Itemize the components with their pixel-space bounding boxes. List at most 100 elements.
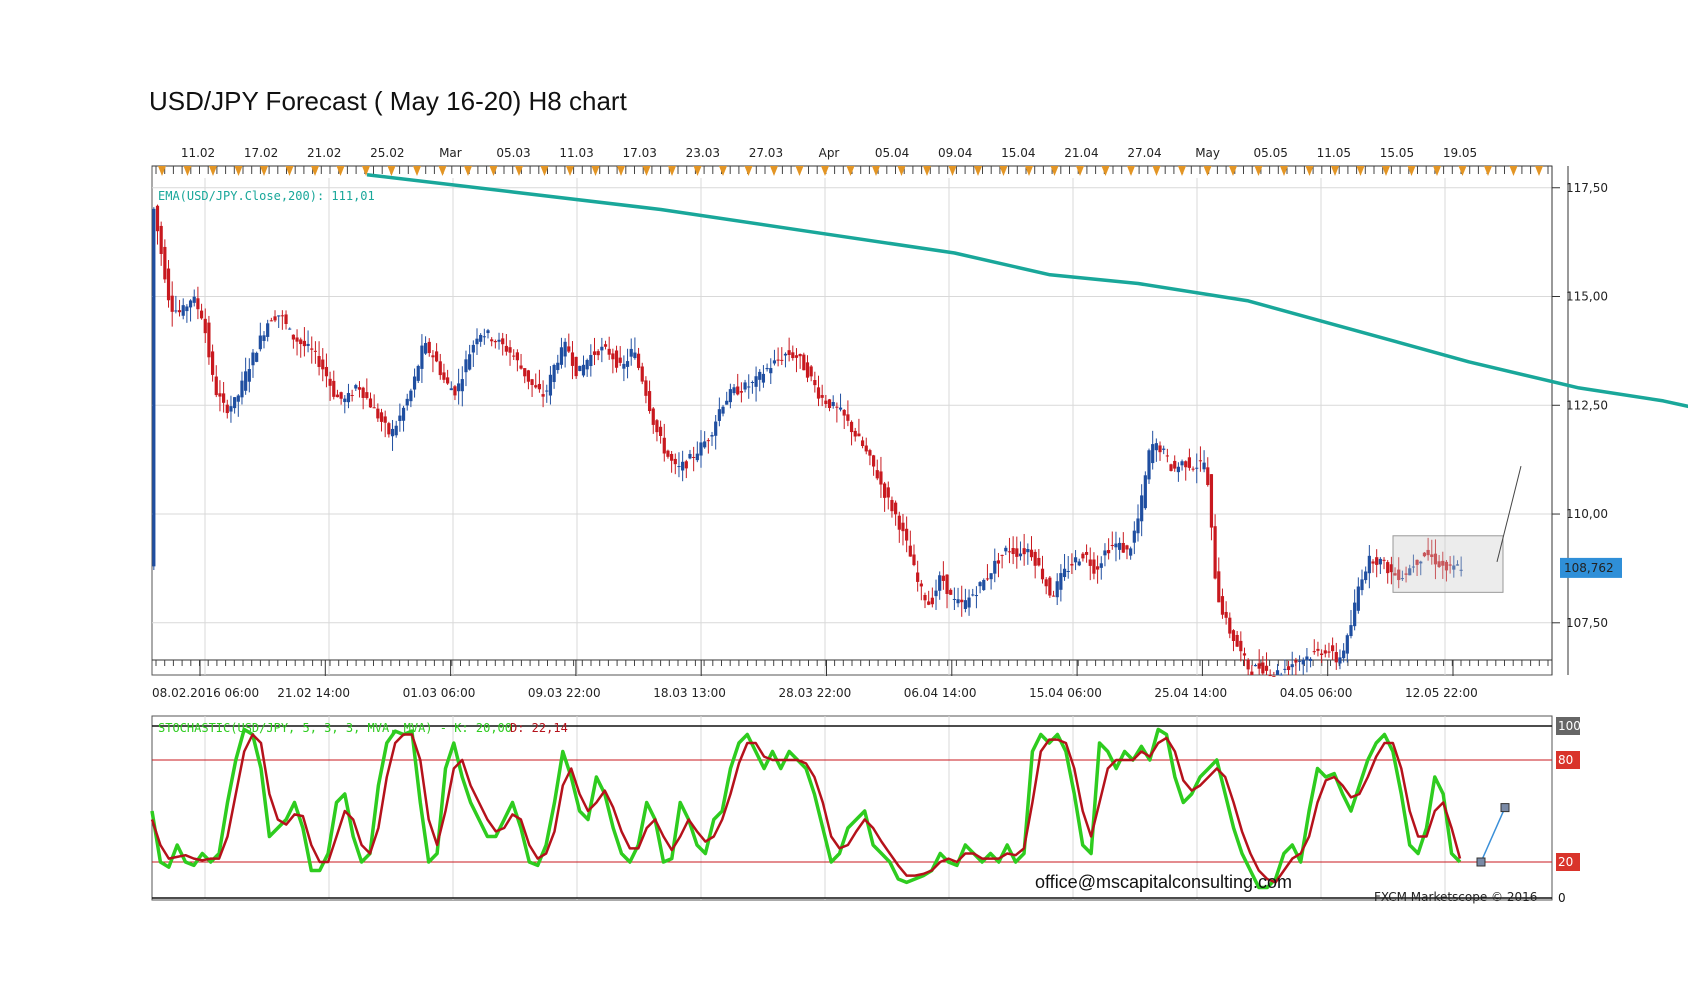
bear-candle <box>526 370 531 382</box>
top-axis-marker <box>489 166 498 176</box>
bull-candle <box>747 386 751 388</box>
bear-candle <box>894 502 898 515</box>
top-axis-marker <box>1152 166 1161 176</box>
bull-candle <box>1378 558 1382 565</box>
bear-candle <box>905 528 909 541</box>
bear-candle <box>1169 464 1173 471</box>
top-axis-marker <box>1458 166 1467 176</box>
top-axis-marker <box>1356 166 1365 176</box>
bull-candle <box>1151 444 1155 464</box>
bull-candle <box>409 390 413 402</box>
bull-candle <box>288 328 292 330</box>
bull-candle <box>978 582 982 587</box>
top-axis-label: 09.04 <box>938 146 972 160</box>
bull-candle <box>457 383 461 392</box>
bottom-axis-label: 12.05 22:00 <box>1405 686 1478 700</box>
stochastic-label: STOCHASTIC(USD/JPY, 5, 3, 3, MVA, MVA) -… <box>158 721 512 735</box>
bear-candle <box>1389 564 1393 573</box>
bear-candle <box>537 383 542 390</box>
bull-candle <box>743 382 747 390</box>
bear-candle <box>736 386 740 395</box>
bull-candle <box>585 360 589 370</box>
bear-candle <box>879 471 883 485</box>
bear-candle <box>886 487 890 498</box>
bull-candle <box>1018 553 1023 557</box>
forecast-line <box>1496 466 1522 563</box>
top-axis-marker <box>1331 166 1339 176</box>
top-axis-marker <box>1229 166 1237 176</box>
bear-candle <box>1235 634 1239 647</box>
bull-candle <box>783 353 788 356</box>
bull-candle <box>545 390 549 392</box>
bull-candle <box>1055 581 1059 598</box>
bull-candle <box>633 352 637 359</box>
bull-candle <box>1004 547 1008 552</box>
top-axis-marker <box>1101 166 1110 176</box>
top-axis-marker <box>719 166 727 176</box>
bull-candle <box>398 415 402 422</box>
bear-candle <box>376 408 380 419</box>
bear-candle <box>1316 648 1320 651</box>
top-axis-marker <box>923 166 931 176</box>
bear-candle <box>1022 548 1026 555</box>
bear-candle <box>607 348 611 355</box>
bottom-axis-label: 18.03 13:00 <box>653 686 726 700</box>
bull-candle <box>1154 443 1158 451</box>
top-axis-marker <box>362 166 370 176</box>
bear-candle <box>324 366 329 377</box>
bear-candle <box>1430 554 1434 557</box>
top-axis-marker <box>1178 166 1186 176</box>
bear-candle <box>218 393 222 397</box>
bear-candle <box>1382 559 1386 561</box>
bull-candle <box>1132 530 1136 543</box>
stochastic-level-box <box>1556 889 1580 907</box>
bear-candle <box>916 572 920 582</box>
bull-candle <box>266 323 270 337</box>
chart-title: USD/JPY Forecast ( May 16-20) H8 chart <box>149 86 627 116</box>
top-axis-marker <box>821 166 829 176</box>
bull-candle <box>258 335 262 350</box>
bear-candle <box>1257 663 1261 669</box>
bull-candle <box>629 348 633 357</box>
bear-candle <box>1029 549 1034 558</box>
bull-candle <box>1202 462 1206 470</box>
bull-candle <box>1059 573 1063 590</box>
bear-candle <box>225 404 229 414</box>
bull-candle <box>401 407 406 421</box>
bull-candle <box>277 315 281 317</box>
bull-candle <box>1099 563 1103 568</box>
bear-candle <box>864 445 868 452</box>
bottom-axis-label: 21.02 14:00 <box>277 686 350 700</box>
current-price-box <box>1560 557 1622 578</box>
bear-candle <box>996 560 1001 564</box>
bear-candle <box>1448 564 1452 566</box>
bear-candle <box>1048 577 1052 596</box>
bear-candle <box>427 341 431 354</box>
top-axis-label: 05.05 <box>1254 146 1288 160</box>
bull-candle <box>1419 561 1423 564</box>
bull-candle <box>967 597 971 608</box>
bear-candle <box>284 314 288 325</box>
bear-candle <box>1437 561 1441 567</box>
bull-candle <box>963 600 967 609</box>
top-axis-label: 23.03 <box>686 146 720 160</box>
bull-candle <box>1253 664 1258 667</box>
bottom-axis-ticks <box>152 659 1552 676</box>
stochastic-level-label: 100 <box>1558 719 1581 733</box>
bull-candle <box>479 334 483 342</box>
top-axis-label: 15.05 <box>1380 146 1414 160</box>
bear-candle <box>846 414 850 421</box>
stochastic-level-box <box>1556 853 1580 871</box>
bull-candle <box>1026 549 1030 553</box>
bear-candle <box>523 368 527 377</box>
bear-candle <box>1033 551 1037 566</box>
bull-candle <box>464 359 468 373</box>
bear-candle <box>659 426 663 437</box>
stochastic-level-box <box>1556 751 1580 769</box>
bull-candle <box>1290 664 1294 668</box>
top-axis-marker <box>948 166 957 176</box>
bear-candle <box>317 356 321 367</box>
bull-candle <box>1353 602 1357 627</box>
bear-candle <box>1040 568 1045 580</box>
bottom-axis-label: 08.02.2016 06:00 <box>152 686 259 700</box>
